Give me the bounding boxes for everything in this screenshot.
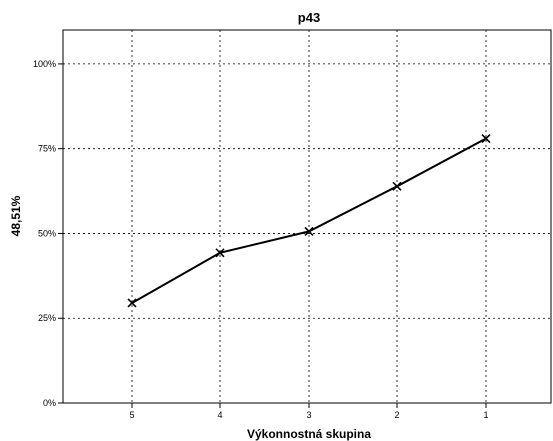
- y-tick-label: 0%: [43, 398, 56, 408]
- x-axis: 5 4 3 2 1: [129, 403, 489, 420]
- data-point-marker: [392, 181, 402, 191]
- y-tick-label: 50%: [38, 228, 56, 238]
- gridlines: [63, 30, 551, 403]
- y-tick-label: 100%: [33, 59, 56, 69]
- x-axis-label: Výkonnostná skupina: [247, 427, 371, 441]
- y-tick-label: 75%: [38, 144, 56, 154]
- data-point-marker: [127, 298, 137, 308]
- data-point-marker: [215, 248, 225, 258]
- series-group: [127, 133, 491, 308]
- data-point-marker: [481, 133, 491, 144]
- y-axis: 0% 25% 50% 75% 100%: [33, 59, 63, 408]
- x-tick-label: 4: [217, 410, 222, 420]
- y-tick-label: 25%: [38, 313, 56, 323]
- y-axis-label: 48,51%: [9, 195, 23, 236]
- x-tick-label: 1: [483, 410, 488, 420]
- chart-title: p43: [298, 10, 320, 25]
- plot-area: [62, 29, 552, 404]
- data-point-marker: [304, 226, 314, 236]
- x-tick-label: 5: [129, 410, 134, 420]
- x-tick-label: 2: [394, 410, 399, 420]
- x-tick-label: 3: [306, 410, 311, 420]
